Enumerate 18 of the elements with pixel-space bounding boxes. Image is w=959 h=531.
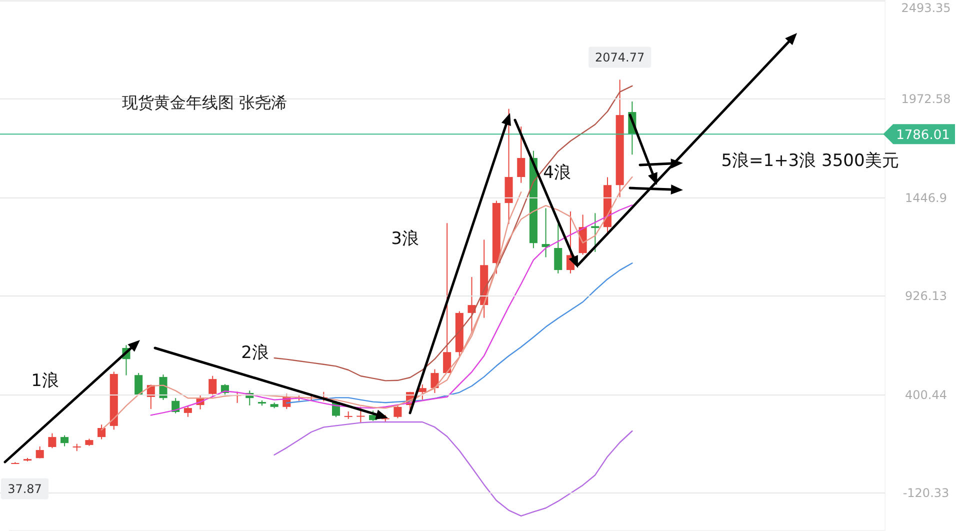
annotation: 5浪=1+3浪 3500美元 <box>721 151 899 171</box>
annotation: 2074.77 <box>588 46 652 68</box>
ref-line-label: 1786.01 <box>896 128 950 144</box>
y-tick-label: 1972.58 <box>901 92 951 106</box>
ref-line: 1786.01 <box>0 124 955 144</box>
title: 现货黄金年线图 张尧浠 <box>122 93 288 112</box>
annotation: 4浪 <box>543 163 571 183</box>
y-tick-label: -120.33 <box>902 486 950 500</box>
annotation: 37.87 <box>8 482 42 496</box>
annotation: 2074.77 <box>595 50 645 65</box>
annotation: 1浪 <box>31 371 59 391</box>
annotation: 2浪 <box>241 343 269 363</box>
y-tick-label: 1446.9 <box>905 190 947 205</box>
annotation: 37.87 <box>1 478 48 500</box>
annotation: 3浪 <box>391 229 419 249</box>
y-tick-label: 926.13 <box>905 288 947 303</box>
y-tick-label: 400.44 <box>905 388 947 402</box>
y-tick-label: 2493.35 <box>901 1 951 15</box>
